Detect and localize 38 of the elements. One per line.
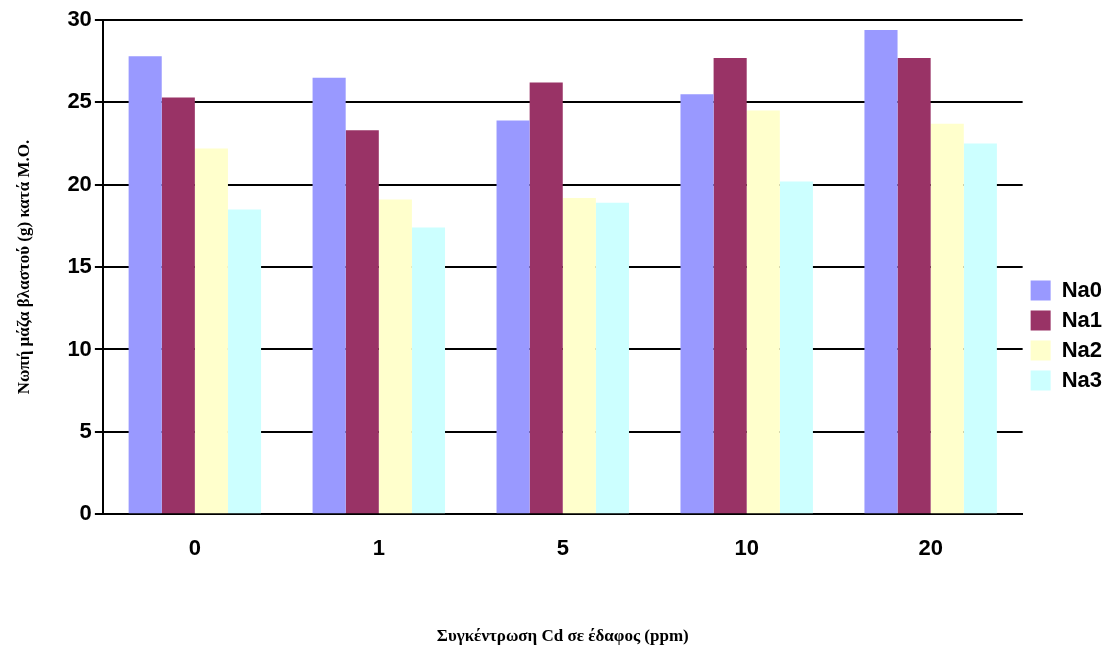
bar: [128, 56, 162, 514]
y-tick-label: 10: [67, 335, 92, 361]
y-tick-label: 5: [79, 417, 92, 443]
bar: [312, 77, 346, 514]
legend-label: Na1: [1061, 306, 1102, 332]
bar: [161, 97, 195, 514]
x-axis-title: Συγκέντρωση Cd σε έδαφος (ppm): [436, 626, 689, 646]
x-tick-label: 5: [556, 535, 569, 561]
y-tick-label: 30: [67, 6, 92, 32]
x-tick-label: 10: [734, 535, 759, 561]
bar: [746, 110, 780, 514]
bar: [562, 197, 596, 514]
x-tick-label: 0: [188, 535, 201, 561]
bar: [864, 29, 898, 514]
bar: [378, 199, 412, 514]
bar: [345, 130, 379, 514]
bar: [411, 227, 446, 514]
bar: [680, 94, 714, 514]
bar: [227, 209, 262, 514]
y-tick-label: 0: [79, 500, 92, 526]
bar: [779, 181, 813, 514]
bar: [595, 202, 629, 514]
legend-label: Na2: [1061, 336, 1102, 362]
y-tick-label: 20: [67, 170, 92, 196]
y-tick-label: 25: [67, 88, 92, 114]
bar: [930, 123, 964, 514]
legend-label: Na3: [1061, 366, 1102, 392]
x-tick-label: 1: [372, 535, 385, 561]
legend-label: Na0: [1061, 276, 1102, 302]
bar: [963, 143, 997, 514]
x-tick-label: 20: [918, 535, 943, 561]
bar: [713, 57, 747, 514]
bar: [194, 148, 228, 514]
y-tick-label: 15: [67, 253, 92, 279]
bar: [529, 82, 563, 514]
bar: [897, 57, 931, 514]
y-axis-title: Νωπή μάζα βλαστού (g) κατά Μ.Ο.: [13, 139, 33, 395]
bar: [496, 120, 530, 514]
